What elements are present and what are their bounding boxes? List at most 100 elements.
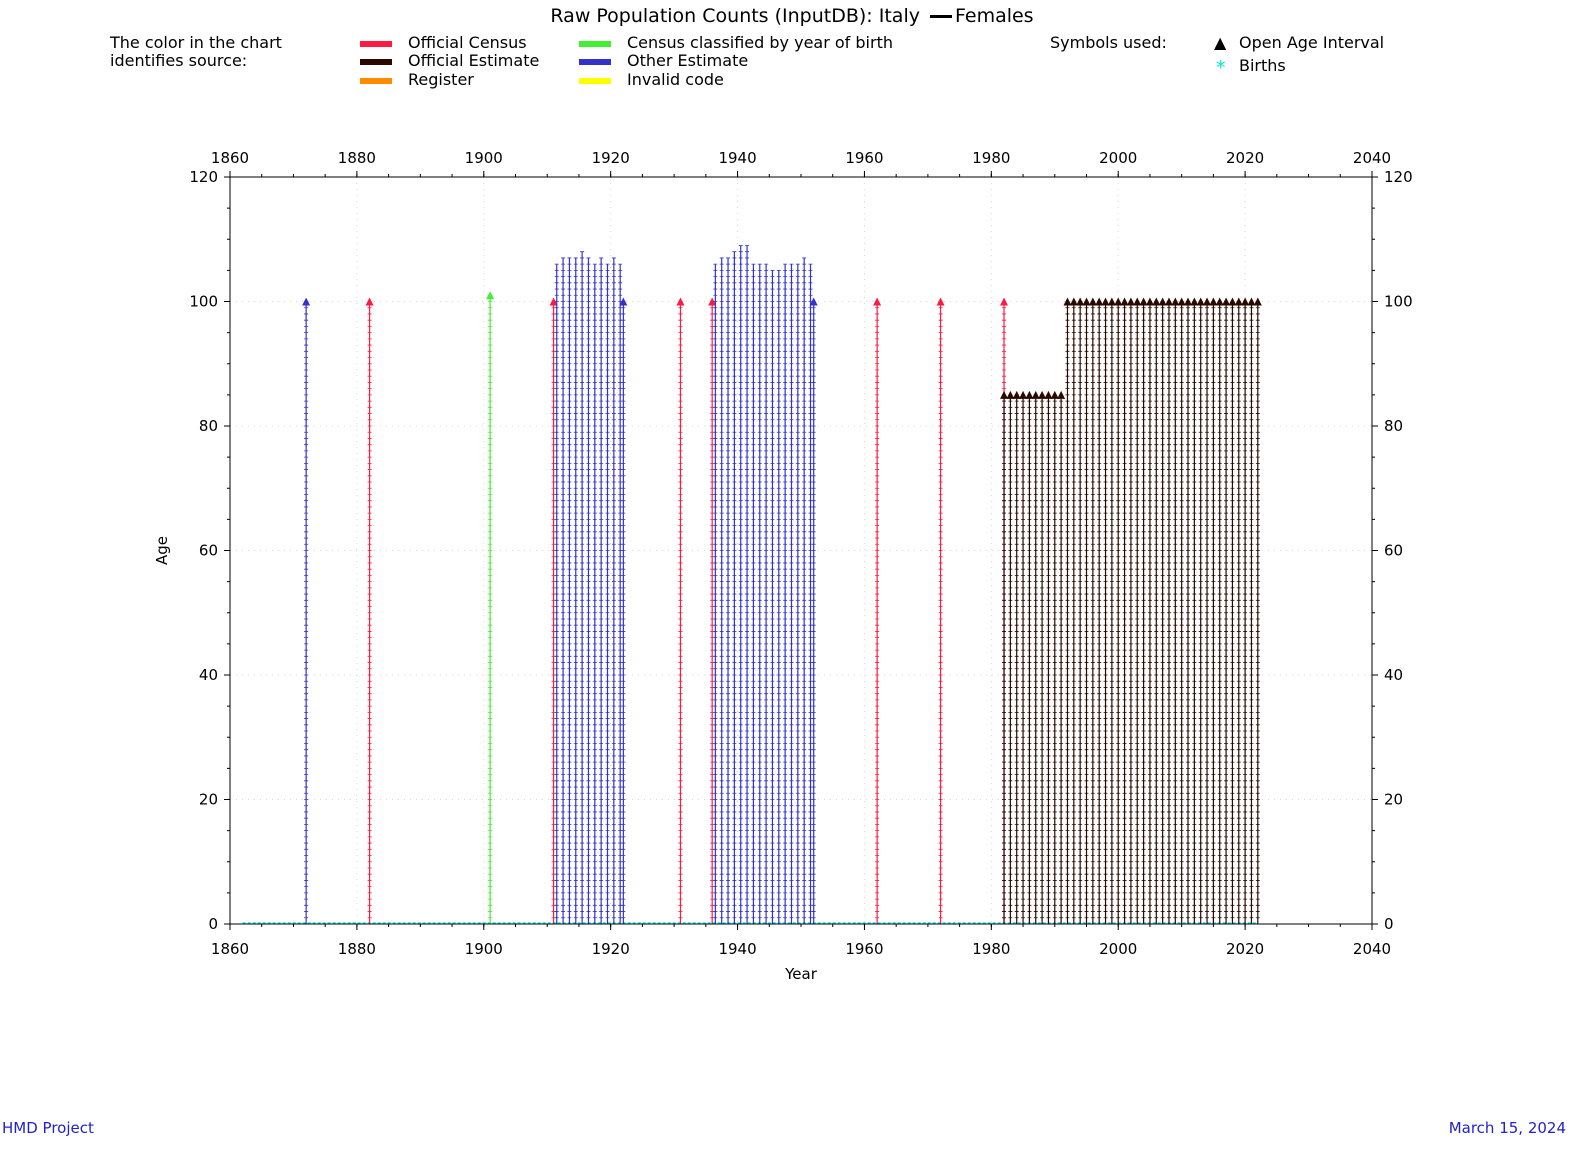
open-age-marker xyxy=(1082,297,1091,306)
legend-swatch-invalid-code xyxy=(579,78,611,84)
x-tick-label-top: 1900 xyxy=(465,149,503,167)
open-age-marker xyxy=(1063,297,1072,306)
age-points xyxy=(1243,301,1248,925)
age-points xyxy=(1217,301,1222,925)
x-tick-label-bottom: 2020 xyxy=(1226,940,1264,958)
y-tick-label-left: 120 xyxy=(189,168,218,186)
chart-title-suffix: Females xyxy=(954,5,1034,27)
chart-title-main: Raw Population Counts (InputDB): Italy xyxy=(550,5,920,27)
age-points xyxy=(1090,301,1095,925)
symbol-label-open-age: Open Age Interval xyxy=(1239,33,1385,52)
open-age-marker xyxy=(676,297,685,306)
open-age-marker xyxy=(1044,390,1053,399)
age-points xyxy=(1192,301,1197,925)
age-points xyxy=(811,301,816,925)
series-other-estimate xyxy=(554,251,623,925)
age-points xyxy=(1065,301,1070,925)
open-age-marker xyxy=(1126,297,1135,306)
age-points xyxy=(1071,301,1076,925)
age-points xyxy=(1211,301,1216,925)
x-tick-label-top: 1860 xyxy=(211,149,249,167)
age-points xyxy=(678,301,683,925)
open-age-marker xyxy=(1114,297,1123,306)
open-age-marker xyxy=(1000,297,1009,306)
age-points xyxy=(1084,301,1089,925)
x-tick-label-bottom: 1900 xyxy=(465,940,503,958)
legend-intro-line2: identifies source: xyxy=(110,51,248,70)
open-age-marker xyxy=(1184,297,1193,306)
open-age-marker xyxy=(1057,390,1066,399)
legend-swatch-census-by-birth xyxy=(579,41,611,47)
age-points xyxy=(938,301,943,925)
symbol-label-births: Births xyxy=(1239,56,1286,75)
age-points xyxy=(1154,301,1159,925)
age-points xyxy=(1236,301,1241,925)
age-points xyxy=(875,301,880,925)
age-points xyxy=(1078,301,1083,925)
y-axis-label: Age xyxy=(153,536,171,565)
x-tick-label-bottom: 1920 xyxy=(592,940,630,958)
open-age-marker xyxy=(1031,390,1040,399)
y-tick-label-right: 40 xyxy=(1384,666,1403,684)
legend-label-register: Register xyxy=(408,70,474,89)
series-other-estimate xyxy=(302,297,311,925)
open-age-marker xyxy=(1247,297,1256,306)
open-age-marker xyxy=(1069,297,1078,306)
open-age-marker xyxy=(1101,297,1110,306)
open-age-marker xyxy=(486,291,495,300)
series-official-estimate xyxy=(1000,390,1066,925)
age-points xyxy=(1205,301,1210,925)
age-points xyxy=(1135,301,1140,925)
legend-label-other-estimate: Other Estimate xyxy=(627,51,749,70)
open-age-marker xyxy=(1164,297,1173,306)
open-age-marker xyxy=(1006,390,1015,399)
footer-project: HMD Project xyxy=(2,1119,94,1137)
y-tick-label-left: 60 xyxy=(199,542,218,560)
age-points xyxy=(304,301,309,925)
y-tick-label-right: 120 xyxy=(1384,168,1413,186)
legend-label-official-census: Official Census xyxy=(408,33,527,52)
open-age-marker xyxy=(1196,297,1205,306)
x-tick-label-top: 1880 xyxy=(338,149,376,167)
title-line-icon xyxy=(929,15,952,18)
x-tick-label-bottom: 2000 xyxy=(1099,940,1137,958)
x-tick-label-top: 1940 xyxy=(718,149,756,167)
series-official-census xyxy=(873,297,1009,925)
y-tick-label-right: 100 xyxy=(1384,293,1413,311)
open-age-marker xyxy=(1120,297,1129,306)
x-tick-label-bottom: 1880 xyxy=(338,940,376,958)
y-tick-label-left: 100 xyxy=(189,293,218,311)
open-age-marker xyxy=(708,297,717,306)
x-axis-label: Year xyxy=(784,965,818,983)
open-age-marker xyxy=(1095,297,1104,306)
age-points xyxy=(1166,301,1171,925)
open-age-marker xyxy=(1025,390,1034,399)
open-age-marker xyxy=(1012,390,1021,399)
age-points xyxy=(1160,301,1165,925)
open-age-marker xyxy=(1234,297,1243,306)
open-age-marker xyxy=(1177,297,1186,306)
legend-label-invalid-code: Invalid code xyxy=(627,70,724,89)
age-points xyxy=(1230,301,1235,925)
legend-swatch-official-estimate xyxy=(360,59,392,65)
open-age-marker xyxy=(1228,297,1237,306)
age-points xyxy=(1141,301,1146,925)
age-points xyxy=(1147,301,1152,925)
open-age-marker xyxy=(1050,390,1059,399)
series-official-census xyxy=(365,297,374,925)
series-census-classified-by-year-of-birth xyxy=(486,291,495,925)
chart-axes: 1860 1860 1880 1880 1900 1900 1920 1920 1940 1940… xyxy=(153,149,1413,983)
series-other-estimate xyxy=(809,297,818,925)
x-tick-label-top: 1920 xyxy=(592,149,630,167)
series-other-estimate xyxy=(713,245,813,925)
legend-label-census-by-birth: Census classified by year of birth xyxy=(627,33,893,52)
y-tick-label-right: 80 xyxy=(1384,417,1403,435)
open-age-marker xyxy=(1133,297,1142,306)
age-points xyxy=(1249,301,1254,925)
age-points xyxy=(1255,301,1260,925)
legend-swatch-register xyxy=(360,78,392,84)
x-tick-label-bottom: 1960 xyxy=(845,940,883,958)
chart-marks xyxy=(242,245,1262,925)
footer-date: March 15, 2024 xyxy=(1448,1119,1566,1137)
